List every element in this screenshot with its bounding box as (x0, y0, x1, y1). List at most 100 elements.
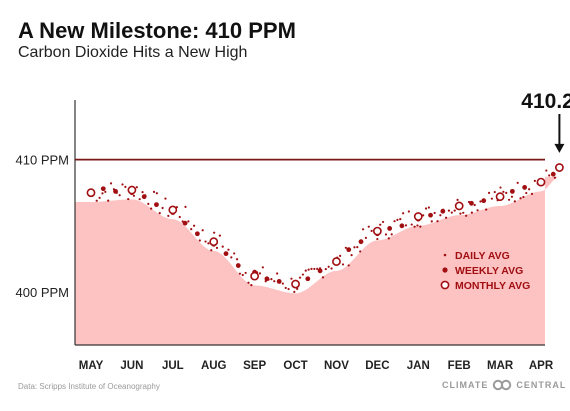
daily-avg-point (138, 198, 141, 201)
x-tick-label: MAR (487, 360, 514, 372)
daily-avg-point (287, 287, 290, 291)
daily-avg-point (276, 272, 279, 275)
daily-avg-point (476, 209, 479, 212)
monthly-avg-point (555, 163, 564, 172)
daily-avg-point (413, 225, 416, 228)
daily-avg-point (462, 211, 465, 214)
daily-avg-point (410, 223, 413, 226)
daily-avg-point (402, 212, 405, 215)
weekly-avg-point (440, 208, 446, 214)
weekly-avg-point (182, 220, 188, 226)
daily-avg-point (201, 229, 204, 232)
daily-avg-point (470, 211, 473, 214)
daily-avg-point (356, 246, 359, 249)
daily-avg-point (487, 191, 491, 195)
daily-avg-point (104, 190, 107, 193)
daily-avg-point (270, 278, 273, 281)
daily-avg-point (273, 280, 276, 283)
daily-avg-point (344, 246, 347, 249)
daily-avg-point (361, 228, 365, 231)
daily-avg-point (444, 216, 448, 219)
daily-avg-point (118, 194, 121, 197)
monthly-avg-point (495, 192, 505, 202)
daily-avg-point (301, 273, 305, 276)
monthly-avg-point (86, 188, 96, 198)
data-source-note: Data: Scripps Institute of Oceanography (18, 382, 160, 391)
daily-avg-point (404, 224, 408, 227)
daily-avg-point (533, 179, 536, 182)
daily-avg-point (187, 220, 190, 223)
daily-avg-point (390, 233, 393, 236)
daily-avg-point (218, 234, 221, 237)
daily-avg-point (127, 197, 130, 201)
daily-avg-point (184, 205, 187, 208)
chart-subtitle: Carbon Dioxide Hits a New High (18, 44, 248, 61)
monthly-avg-point (413, 212, 423, 221)
y-tick-label: 410 PPM (16, 153, 69, 168)
daily-avg-point (553, 176, 557, 179)
weekly-avg-point (387, 226, 393, 231)
x-tick-label: JUN (120, 360, 143, 372)
daily-avg-point (513, 200, 516, 203)
daily-avg-point (238, 272, 242, 275)
brand-right-text: CENTRAL (516, 380, 567, 390)
daily-avg-point (522, 195, 525, 199)
weekly-avg-point (154, 202, 159, 208)
daily-avg-point (155, 192, 158, 195)
daily-avg-point (502, 190, 505, 193)
daily-avg-point (227, 248, 230, 251)
daily-avg-point (261, 266, 264, 269)
monthly-avg-point (332, 257, 341, 266)
daily-avg-point (210, 249, 213, 252)
daily-avg-point (424, 207, 428, 210)
daily-avg-point (330, 267, 333, 270)
daily-avg-point (548, 174, 551, 177)
daily-avg-point (453, 209, 456, 212)
daily-avg-point (347, 264, 350, 267)
daily-avg-point (450, 211, 453, 214)
daily-avg-point (456, 198, 459, 201)
daily-avg-point (479, 200, 482, 203)
daily-avg-point (293, 290, 296, 293)
daily-avg-point (370, 229, 373, 232)
daily-avg-point (235, 258, 239, 261)
x-tick-label: JUL (162, 360, 184, 372)
monthly-avg-point (209, 237, 219, 247)
daily-avg-point (98, 196, 101, 199)
legend-weekly-marker (442, 267, 448, 273)
daily-avg-point (161, 206, 164, 210)
x-tick-label: MAY (79, 360, 104, 372)
daily-avg-point (244, 271, 247, 275)
daily-avg-point (321, 276, 325, 279)
weekly-avg-point (428, 212, 433, 218)
daily-avg-point (313, 267, 316, 271)
daily-avg-point (95, 199, 98, 202)
daily-avg-point (207, 242, 210, 245)
daily-avg-point (384, 233, 388, 236)
daily-avg-point (135, 186, 138, 189)
daily-avg-point (367, 225, 370, 228)
legend-label: DAILY AVG (455, 250, 510, 262)
daily-avg-point (152, 190, 156, 193)
daily-avg-point (376, 237, 379, 241)
monthly-avg-point (454, 201, 464, 211)
weekly-avg-point (469, 200, 474, 206)
monthly-avg-point (250, 271, 260, 281)
daily-avg-point (284, 286, 287, 290)
daily-avg-point (121, 183, 124, 186)
weekly-avg-point (264, 276, 270, 282)
daily-avg-point (416, 224, 419, 227)
daily-avg-point (258, 272, 262, 275)
daily-avg-point (387, 237, 390, 240)
daily-avg-point (473, 203, 476, 207)
daily-avg-point (250, 283, 253, 287)
x-tick-label: DEC (365, 360, 389, 372)
daily-avg-point (107, 199, 110, 202)
daily-avg-point (422, 214, 425, 217)
daily-avg-point (178, 215, 181, 219)
daily-avg-point (528, 188, 531, 191)
daily-avg-point (341, 263, 345, 266)
legend-label: MONTHLY AVG (455, 280, 530, 292)
x-tick-label: AUG (201, 360, 227, 372)
